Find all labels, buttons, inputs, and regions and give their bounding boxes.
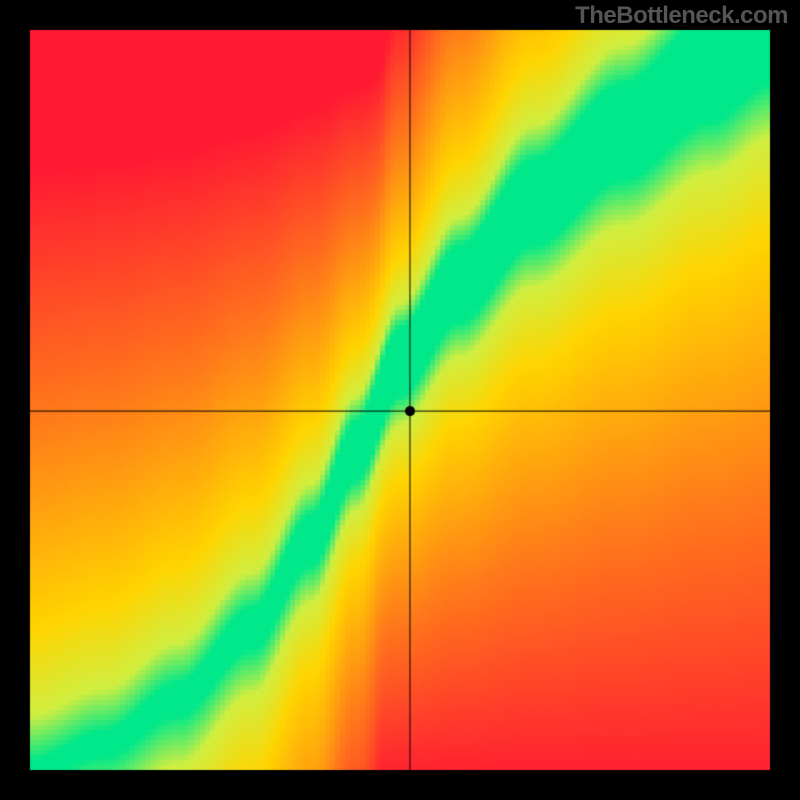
chart-container: { "watermark": { "text": "TheBottleneck.… bbox=[0, 0, 800, 800]
bottleneck-heatmap bbox=[0, 0, 800, 800]
watermark-text: TheBottleneck.com bbox=[575, 2, 788, 30]
